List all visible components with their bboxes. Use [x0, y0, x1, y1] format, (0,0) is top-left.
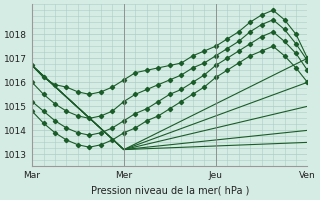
X-axis label: Pression niveau de la mer( hPa ): Pression niveau de la mer( hPa ): [91, 186, 249, 196]
